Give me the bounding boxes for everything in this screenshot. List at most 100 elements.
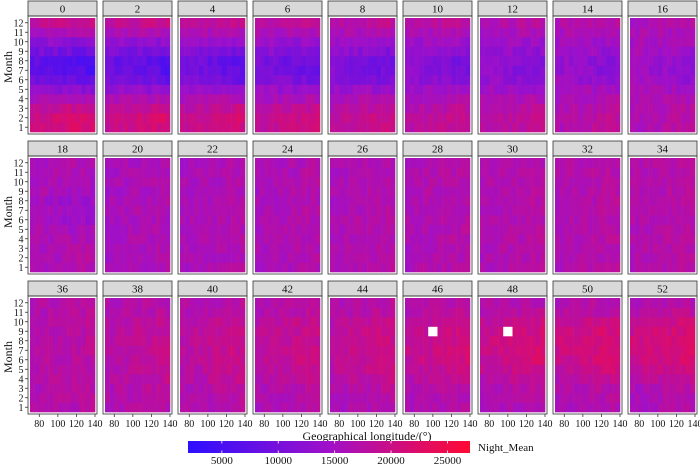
heatmap-cell bbox=[207, 167, 213, 178]
heatmap-cell bbox=[315, 345, 321, 356]
heatmap-cell bbox=[315, 383, 321, 394]
heatmap-cell bbox=[480, 27, 485, 38]
heatmap-cell bbox=[203, 317, 209, 327]
heatmap-cell bbox=[105, 402, 110, 413]
heatmap-cell bbox=[348, 27, 354, 38]
heatmap-cell bbox=[376, 103, 382, 114]
heatmap-cell bbox=[648, 355, 654, 365]
heatmap-cell bbox=[630, 383, 635, 394]
heatmap-cell-missing bbox=[507, 326, 513, 337]
heatmap-cell bbox=[409, 374, 415, 384]
heatmap-cell bbox=[76, 364, 82, 375]
heatmap-cell bbox=[160, 317, 166, 327]
heatmap-cell bbox=[559, 355, 565, 365]
heatmap-cell bbox=[657, 234, 663, 244]
heatmap-cell bbox=[296, 177, 302, 187]
heatmap-cell-missing bbox=[503, 326, 509, 337]
heatmap-cell bbox=[296, 158, 302, 168]
heatmap-cell bbox=[367, 167, 373, 178]
heatmap-cell bbox=[681, 177, 687, 187]
heatmap-cell bbox=[657, 317, 663, 327]
heatmap-cell bbox=[255, 307, 260, 318]
heatmap-cell bbox=[81, 56, 87, 66]
heatmap-cell bbox=[512, 393, 518, 403]
heatmap-cell bbox=[357, 113, 363, 123]
heatmap-cell bbox=[385, 345, 391, 356]
heatmap-cell bbox=[578, 336, 584, 346]
heatmap-cell bbox=[685, 374, 691, 384]
heatmap-cell bbox=[165, 224, 171, 235]
heatmap-cell bbox=[662, 205, 668, 216]
heatmap-cell bbox=[90, 345, 96, 356]
heatmap-cell bbox=[676, 205, 682, 216]
heatmap-cell bbox=[287, 402, 293, 413]
heatmap-cell bbox=[71, 94, 77, 104]
heatmap-cell bbox=[596, 167, 602, 178]
heatmap-cell bbox=[639, 158, 645, 168]
heatmap-cell bbox=[165, 243, 171, 254]
heatmap-cell bbox=[231, 393, 237, 403]
heatmap-cell bbox=[521, 307, 527, 318]
heatmap-cell bbox=[273, 262, 279, 273]
heatmap-cell bbox=[123, 262, 129, 273]
heatmap-cell bbox=[465, 215, 471, 225]
heatmap-cell bbox=[146, 224, 152, 235]
heatmap-cell bbox=[484, 364, 490, 375]
heatmap-cell bbox=[292, 336, 298, 346]
heatmap-cell bbox=[489, 27, 495, 38]
heatmap-cell bbox=[71, 253, 77, 263]
heatmap-cell bbox=[71, 122, 77, 133]
heatmap-cell bbox=[526, 37, 532, 47]
heatmap-cell bbox=[676, 336, 682, 346]
heatmap-cell bbox=[264, 326, 270, 337]
heatmap-cell bbox=[231, 94, 237, 104]
heatmap-cell bbox=[109, 122, 115, 133]
heatmap-cell bbox=[282, 326, 288, 337]
heatmap-cell bbox=[105, 326, 110, 337]
heatmap-cell bbox=[615, 205, 621, 216]
heatmap-cell bbox=[268, 345, 274, 356]
heatmap-cell bbox=[193, 75, 199, 85]
y-tick-label: 6 bbox=[19, 355, 24, 366]
heatmap-cell bbox=[278, 234, 284, 244]
heatmap-cell bbox=[39, 65, 45, 76]
heatmap-cell bbox=[414, 84, 420, 95]
heatmap-cell bbox=[57, 122, 63, 133]
heatmap-cell bbox=[53, 336, 59, 346]
heatmap-cell bbox=[507, 393, 513, 403]
heatmap-cell bbox=[207, 177, 213, 187]
heatmap-cell bbox=[221, 326, 227, 337]
heatmap-cell bbox=[517, 355, 523, 365]
heatmap-cell bbox=[30, 355, 35, 365]
heatmap-cell bbox=[212, 84, 218, 95]
heatmap-cell bbox=[643, 345, 649, 356]
heatmap-cell bbox=[160, 215, 166, 225]
heatmap-cell bbox=[676, 224, 682, 235]
heatmap-cell bbox=[498, 186, 504, 197]
heatmap-cell bbox=[264, 262, 270, 273]
heatmap-cell bbox=[315, 94, 321, 104]
heatmap-cell bbox=[634, 177, 640, 187]
heatmap-cell bbox=[376, 177, 382, 187]
heatmap-cell bbox=[601, 18, 607, 28]
heatmap-cell bbox=[287, 84, 293, 95]
heatmap-cell bbox=[62, 262, 68, 273]
heatmap-cell bbox=[587, 253, 593, 263]
heatmap-cell bbox=[114, 122, 120, 133]
heatmap-cell bbox=[568, 84, 574, 95]
heatmap-cell bbox=[465, 18, 471, 28]
heatmap-cell bbox=[671, 234, 677, 244]
heatmap-cell bbox=[301, 75, 307, 85]
heatmap-cell bbox=[259, 345, 265, 356]
heatmap-cell bbox=[43, 18, 49, 28]
heatmap-cell bbox=[428, 307, 434, 318]
heatmap-cell bbox=[67, 113, 73, 123]
heatmap-cell bbox=[442, 307, 448, 318]
heatmap-cell bbox=[357, 18, 363, 28]
heatmap-cell bbox=[535, 336, 541, 346]
heatmap-cell bbox=[160, 46, 166, 57]
heatmap-cell bbox=[180, 205, 185, 216]
heatmap-cell bbox=[212, 253, 218, 263]
heatmap-cell bbox=[160, 27, 166, 38]
heatmap-cell bbox=[207, 37, 213, 47]
